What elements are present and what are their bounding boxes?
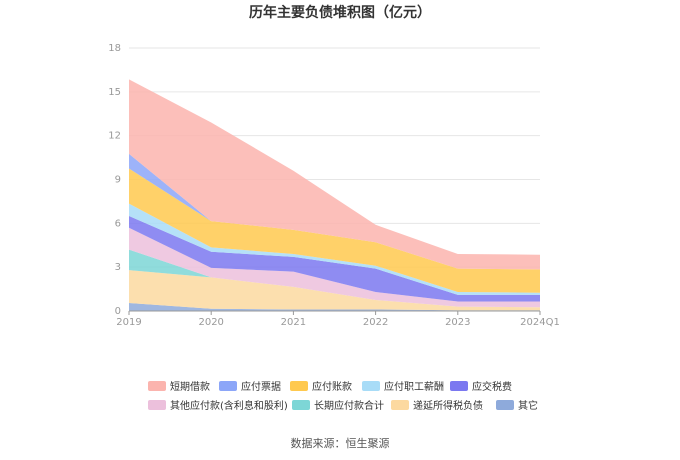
legend-label: 长期应付款合计 xyxy=(314,399,384,412)
legend-label: 递延所得税负债 xyxy=(413,399,483,412)
legend-swatch xyxy=(148,400,166,410)
legend-swatch xyxy=(496,400,514,410)
x-tick-label: 2023 xyxy=(445,317,470,328)
legend-label: 其它 xyxy=(518,399,538,412)
legend-swatch xyxy=(290,381,308,391)
area-短期借款 xyxy=(129,79,540,270)
legend-swatch xyxy=(391,400,409,410)
x-tick-label: 2021 xyxy=(281,317,306,328)
x-tick-label: 2024Q1 xyxy=(520,317,560,328)
legend-swatch xyxy=(292,400,310,410)
legend-label: 应付票据 xyxy=(241,380,281,393)
legend-swatch xyxy=(219,381,237,391)
area-应付职工薪酬 xyxy=(129,203,540,295)
x-tick-label: 2020 xyxy=(198,317,223,328)
y-tick-label: 6 xyxy=(115,218,121,229)
legend-label: 其他应付款(含利息和股利) xyxy=(170,399,288,412)
area-递延所得税负债 xyxy=(129,270,540,311)
legend-swatch xyxy=(450,381,468,391)
y-tick-label: 12 xyxy=(108,131,121,142)
legend-swatch xyxy=(148,381,166,391)
area-应付账款 xyxy=(129,168,540,293)
legend-label: 应付账款 xyxy=(312,380,352,393)
x-tick-label: 2019 xyxy=(116,317,141,328)
y-tick-label: 15 xyxy=(108,87,121,98)
legend-swatch xyxy=(362,381,380,391)
area-series-group xyxy=(129,79,540,311)
area-其它 xyxy=(129,303,540,311)
area-应交税费 xyxy=(129,216,540,302)
y-tick-label: 9 xyxy=(115,175,121,186)
legend-label: 应付职工薪酬 xyxy=(384,380,444,393)
area-其他应付款(含利息和股利) xyxy=(129,227,540,308)
chart-title: 历年主要负债堆积图（亿元） xyxy=(249,4,431,21)
y-tick-label: 18 xyxy=(108,43,121,54)
y-tick-label: 3 xyxy=(115,262,121,273)
legend-label: 应交税费 xyxy=(472,380,512,393)
axes: 0 3 6 9 12 15 18 2019 2020 2021 2022 2023 2024Q1 xyxy=(108,43,560,328)
y-tick-label: 0 xyxy=(115,306,121,317)
source-note: 数据来源：恒生聚源 xyxy=(291,436,390,450)
legend-label: 短期借款 xyxy=(170,380,210,393)
x-tick-label: 2022 xyxy=(363,317,388,328)
